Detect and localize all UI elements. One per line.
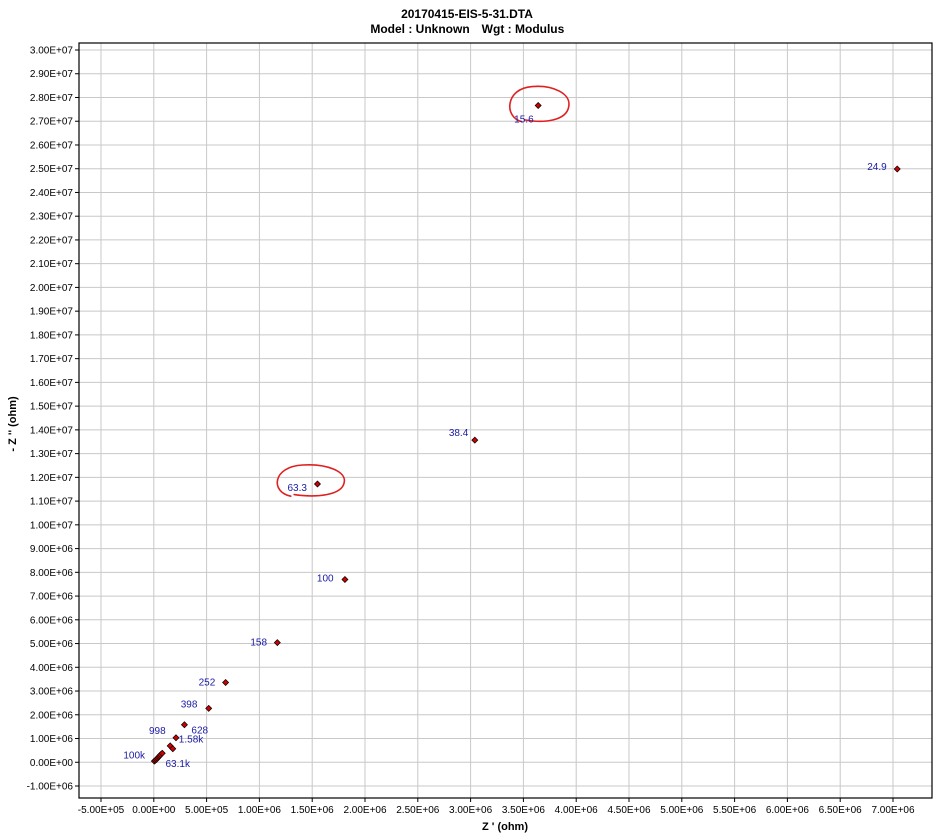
x-tick-label: 5.00E+05	[185, 805, 229, 816]
y-tick-label: 2.80E+07	[30, 93, 74, 104]
x-axis-label: Z ' (ohm)	[482, 821, 528, 833]
highlight-circle	[508, 85, 570, 123]
x-tick-label: 7.00E+06	[871, 805, 915, 816]
x-tick-label: 3.50E+06	[502, 805, 546, 816]
y-tick-label: 2.50E+07	[30, 164, 74, 175]
data-point-label: 398	[181, 699, 198, 710]
data-point-label: 38.4	[449, 428, 469, 439]
highlight-circle	[276, 464, 345, 498]
y-tick-label: 2.90E+07	[30, 69, 74, 80]
data-point-label: 998	[149, 726, 166, 737]
y-tick-label: 2.60E+07	[30, 140, 74, 151]
x-tick-label: 4.00E+06	[555, 805, 599, 816]
data-point	[341, 575, 349, 583]
y-tick-label: 2.40E+07	[30, 188, 74, 199]
data-point	[158, 749, 166, 757]
axis-ticks: -5.00E+05 0.00E+00 5.00E+05 1.00E+06 1.50E+0…	[27, 46, 915, 817]
y-tick-label: 1.30E+07	[30, 449, 74, 460]
y-tick-label: 1.60E+07	[30, 378, 74, 389]
x-tick-label: 6.00E+06	[766, 805, 810, 816]
y-tick-label: 8.00E+06	[30, 568, 74, 579]
y-tick-label: 1.90E+07	[30, 307, 74, 318]
data-point	[205, 704, 213, 712]
y-tick-label: 1.50E+07	[30, 402, 74, 413]
x-tick-label: 4.50E+06	[607, 805, 651, 816]
y-tick-label: 1.00E+07	[30, 520, 74, 531]
data-point	[273, 639, 281, 647]
x-tick-label: 2.50E+06	[396, 805, 440, 816]
y-tick-label: 9.00E+06	[30, 544, 74, 555]
data-point	[534, 102, 542, 110]
chart-title: 20170415-EIS-5-31.DTA	[401, 7, 533, 21]
y-tick-label: 2.00E+07	[30, 283, 74, 294]
data-point-label: 158	[250, 638, 267, 649]
y-tick-label: 5.00E+06	[30, 639, 74, 650]
y-tick-label: 1.40E+07	[30, 425, 74, 436]
x-tick-label: 0.00E+00	[132, 805, 176, 816]
data-point-label: 628	[191, 726, 208, 737]
data-point	[893, 165, 901, 173]
y-tick-label: 2.20E+07	[30, 235, 74, 246]
data-point-label: 100k	[123, 750, 146, 761]
data-point	[180, 721, 188, 729]
y-tick-label: 2.30E+07	[30, 212, 74, 223]
chart-subtitle-wgt: Wgt : Modulus	[482, 22, 565, 36]
data-point-label: 24.9	[867, 162, 887, 173]
y-tick-label: 7.00E+06	[30, 592, 74, 603]
x-tick-label: -5.00E+05	[78, 805, 125, 816]
x-tick-label: 6.50E+06	[819, 805, 863, 816]
x-tick-label: 1.50E+06	[291, 805, 335, 816]
y-tick-label: 0.00E+00	[30, 758, 74, 769]
x-tick-label: 5.50E+06	[713, 805, 757, 816]
x-tick-label: 2.00E+06	[343, 805, 387, 816]
x-tick-label: 1.00E+06	[238, 805, 282, 816]
x-tick-label: 3.00E+06	[449, 805, 493, 816]
data-point-label: 63.1k	[165, 759, 190, 770]
data-point	[172, 734, 180, 742]
y-axis-label: - Z '' (ohm)	[7, 396, 19, 452]
y-tick-label: 2.70E+07	[30, 117, 74, 128]
y-tick-label: 1.70E+07	[30, 354, 74, 365]
y-tick-label: 6.00E+06	[30, 615, 74, 626]
data-point-label: 100	[317, 573, 334, 584]
plot-area-frame	[78, 42, 933, 799]
y-tick-label: 2.00E+06	[30, 710, 74, 721]
y-tick-label: -1.00E+06	[27, 782, 74, 793]
y-tick-label: 4.00E+06	[30, 663, 74, 674]
data-point-label: 252	[199, 677, 216, 688]
data-point	[313, 480, 321, 488]
y-tick-label: 2.10E+07	[30, 259, 74, 270]
y-tick-label: 1.80E+07	[30, 330, 74, 341]
chart-subtitle-model: Model : Unknown	[370, 22, 469, 36]
data-point-label: 15.6	[514, 115, 534, 126]
y-tick-label: 3.00E+07	[30, 46, 74, 57]
data-point	[471, 436, 479, 444]
y-tick-label: 1.10E+07	[30, 497, 74, 508]
data-point-label: 1.58k	[179, 735, 204, 746]
data-point	[222, 678, 230, 686]
y-tick-label: 1.20E+07	[30, 473, 74, 484]
data-point-label: 63.3	[287, 483, 307, 494]
x-tick-label: 5.00E+06	[660, 805, 704, 816]
y-tick-label: 3.00E+06	[30, 687, 74, 698]
y-tick-label: 1.00E+06	[30, 734, 74, 745]
highlight-circles	[276, 85, 570, 498]
grid	[79, 43, 932, 798]
data-point	[169, 745, 177, 753]
